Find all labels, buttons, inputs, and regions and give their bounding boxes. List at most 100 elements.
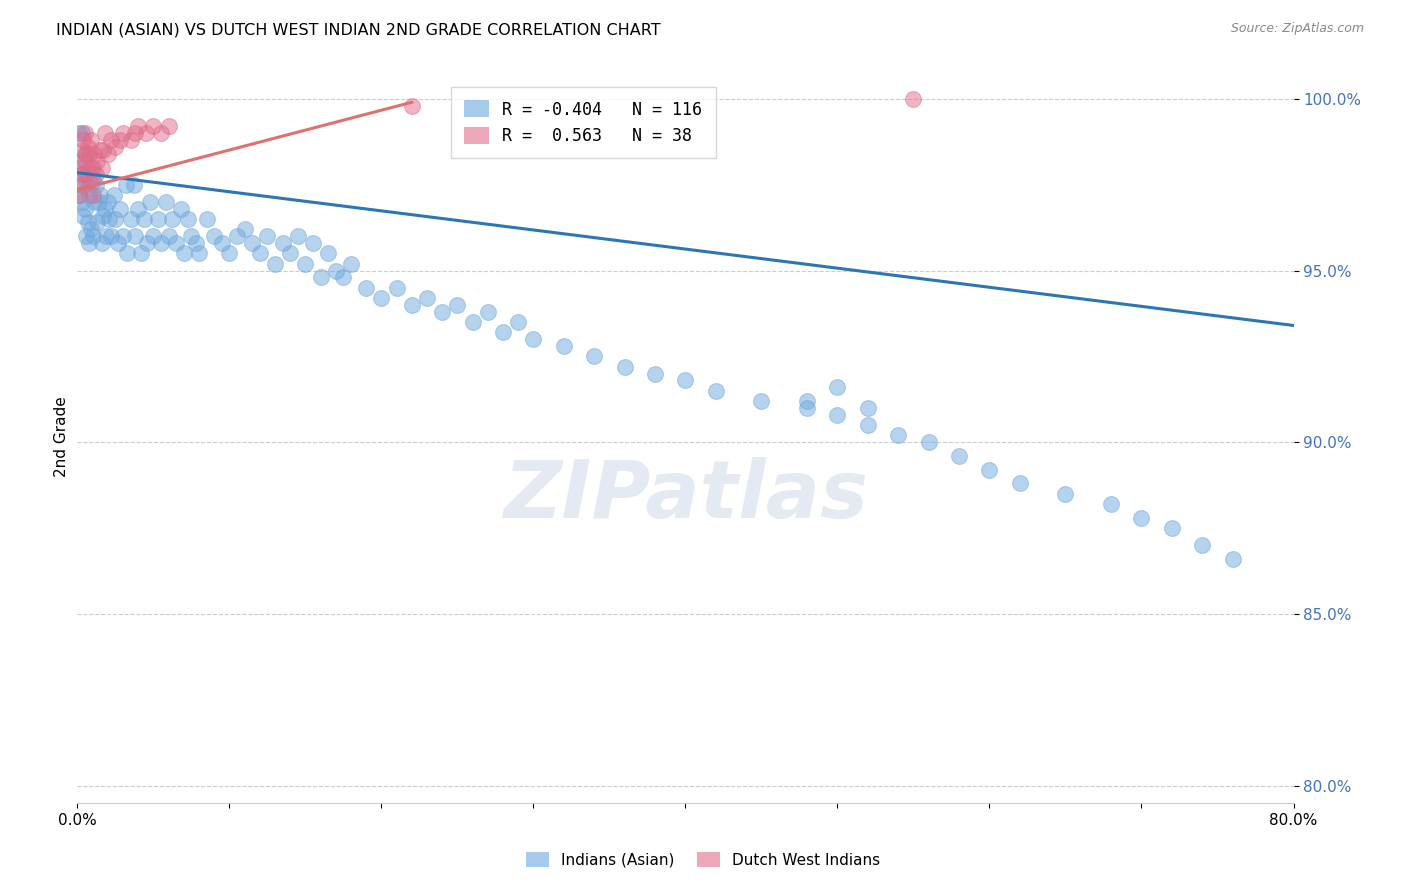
Point <box>86 215 108 229</box>
Point <box>461 315 484 329</box>
Point <box>77 140 100 154</box>
Point <box>173 246 195 260</box>
Point <box>796 394 818 409</box>
Point <box>149 235 172 250</box>
Point <box>93 126 115 140</box>
Point <box>75 229 97 244</box>
Point <box>111 126 134 140</box>
Point <box>401 298 423 312</box>
Point <box>316 246 339 260</box>
Point <box>165 235 187 250</box>
Point <box>96 229 118 244</box>
Point <box>91 144 114 158</box>
Point <box>79 235 101 250</box>
Point <box>508 315 530 329</box>
Point <box>827 408 849 422</box>
Point <box>309 270 332 285</box>
Point <box>80 222 103 236</box>
Point <box>80 161 103 175</box>
Point <box>477 304 499 318</box>
Point <box>84 167 107 181</box>
Point <box>751 394 773 409</box>
Point <box>97 194 120 209</box>
Point <box>98 212 121 227</box>
Point <box>77 215 100 229</box>
Point <box>370 291 392 305</box>
Point <box>103 188 125 202</box>
Point <box>287 229 309 244</box>
Point <box>82 188 104 202</box>
Point <box>73 153 96 168</box>
Point <box>157 229 180 244</box>
Point <box>887 428 910 442</box>
Point <box>385 281 408 295</box>
Legend: R = -0.404   N = 116, R =  0.563   N = 38: R = -0.404 N = 116, R = 0.563 N = 38 <box>450 87 716 159</box>
Point <box>211 235 233 250</box>
Point <box>79 146 101 161</box>
Point <box>90 161 112 175</box>
Point <box>124 126 146 140</box>
Point <box>89 188 111 202</box>
Point <box>856 401 879 415</box>
Point <box>249 246 271 260</box>
Point <box>180 229 202 244</box>
Point <box>93 202 115 216</box>
Point <box>73 126 96 140</box>
Point <box>72 167 94 181</box>
Point <box>264 257 287 271</box>
Point <box>149 126 172 140</box>
Text: Source: ZipAtlas.com: Source: ZipAtlas.com <box>1230 22 1364 36</box>
Point <box>134 212 156 227</box>
Point <box>129 246 152 260</box>
Point <box>340 257 363 271</box>
Point <box>104 140 127 154</box>
Point <box>67 126 90 140</box>
Point <box>157 120 180 134</box>
Point <box>155 194 177 209</box>
Point <box>91 209 114 223</box>
Point <box>89 144 111 158</box>
Point <box>430 304 453 318</box>
Point <box>177 212 200 227</box>
Point <box>583 350 606 364</box>
Point <box>84 178 107 192</box>
Point <box>108 202 131 216</box>
Point <box>70 194 93 209</box>
Point <box>122 178 145 192</box>
Point <box>108 133 131 147</box>
Point <box>1161 521 1184 535</box>
Point <box>613 359 636 374</box>
Point <box>72 209 94 223</box>
Point <box>73 146 96 161</box>
Point <box>195 212 218 227</box>
Point <box>75 146 97 161</box>
Point <box>77 161 100 175</box>
Point <box>139 194 162 209</box>
Point <box>97 146 120 161</box>
Point <box>416 291 439 305</box>
Point <box>120 212 142 227</box>
Point <box>202 229 225 244</box>
Point <box>553 339 575 353</box>
Point <box>294 257 316 271</box>
Point <box>675 373 697 387</box>
Point <box>70 167 93 181</box>
Point <box>492 326 515 340</box>
Point <box>271 235 294 250</box>
Point <box>75 167 97 181</box>
Point <box>86 153 108 168</box>
Point <box>136 235 159 250</box>
Point <box>170 202 193 216</box>
Point <box>82 174 104 188</box>
Text: ZIPatlas: ZIPatlas <box>503 457 868 534</box>
Point <box>69 153 91 168</box>
Point <box>135 126 157 140</box>
Point <box>644 367 666 381</box>
Legend: Indians (Asian), Dutch West Indians: Indians (Asian), Dutch West Indians <box>517 844 889 875</box>
Point <box>82 229 104 244</box>
Point <box>302 235 325 250</box>
Point <box>188 246 211 260</box>
Point <box>160 212 183 227</box>
Point <box>1054 487 1077 501</box>
Point <box>184 235 207 250</box>
